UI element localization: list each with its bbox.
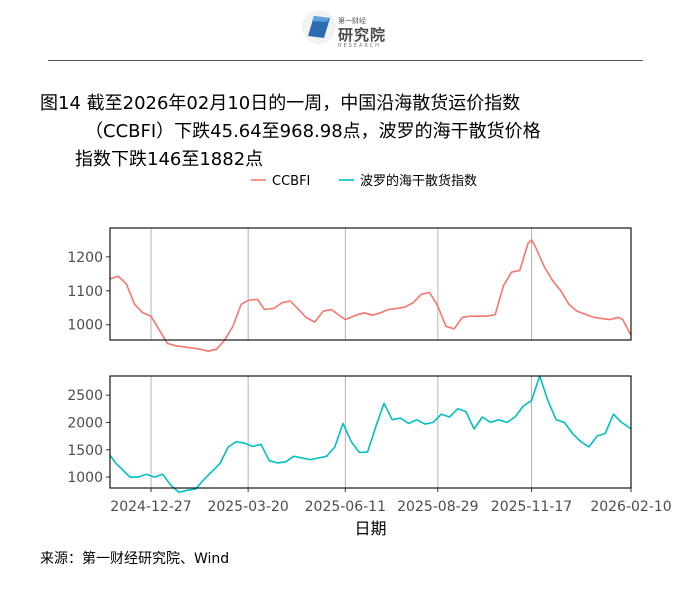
research-institute-logo: 第一财经 研究院 RESEARCH [300, 8, 400, 50]
x-tick-label: 2025-11-17 [491, 499, 572, 515]
y-tick-label: 1500 [67, 443, 103, 459]
y-tick-label: 1000 [67, 470, 103, 486]
x-tick-label: 2026-02-10 [590, 499, 671, 515]
header-divider [48, 60, 643, 61]
y-tick-label: 2000 [67, 415, 103, 431]
x-tick-label: 2024-12-27 [110, 499, 191, 515]
y-tick-label: 1100 [67, 284, 103, 300]
x-tick-label: 2025-03-20 [207, 499, 288, 515]
series-line-0 [109, 239, 632, 352]
figure-title-line-2: （CCBFI）下跌45.64至968.98点，波罗的海干散货价格 [85, 121, 541, 142]
logo-subtext: RESEARCH [338, 43, 381, 49]
logo-emblem-icon [302, 10, 336, 44]
figure-title-line-1: 图14 截至2026年02月10日的一周，中国沿海散货运价指数 [40, 93, 521, 114]
panel-frame [109, 227, 632, 341]
panel-frame [109, 375, 632, 489]
figure-title-line-3: 指数下跌146至1882点 [75, 149, 264, 170]
x-tick-label: 2025-08-29 [397, 499, 478, 515]
series-line-1 [109, 375, 632, 494]
legend-label-ccbfi: CCBFI [272, 174, 310, 189]
logo-text: 研究院 [338, 26, 387, 44]
y-tick-label: 2500 [67, 388, 103, 404]
source-note: 来源：第一财经研究院、Wind [40, 551, 230, 567]
x-tick-label: 2025-06-11 [305, 499, 386, 515]
legend-label-bdi: 波罗的海干散货指数 [360, 173, 477, 189]
logo-small-text: 第一财经 [338, 17, 366, 25]
x-axis-title: 日期 [354, 519, 386, 538]
y-tick-label: 1200 [67, 250, 103, 266]
y-tick-label: 1000 [67, 318, 103, 334]
